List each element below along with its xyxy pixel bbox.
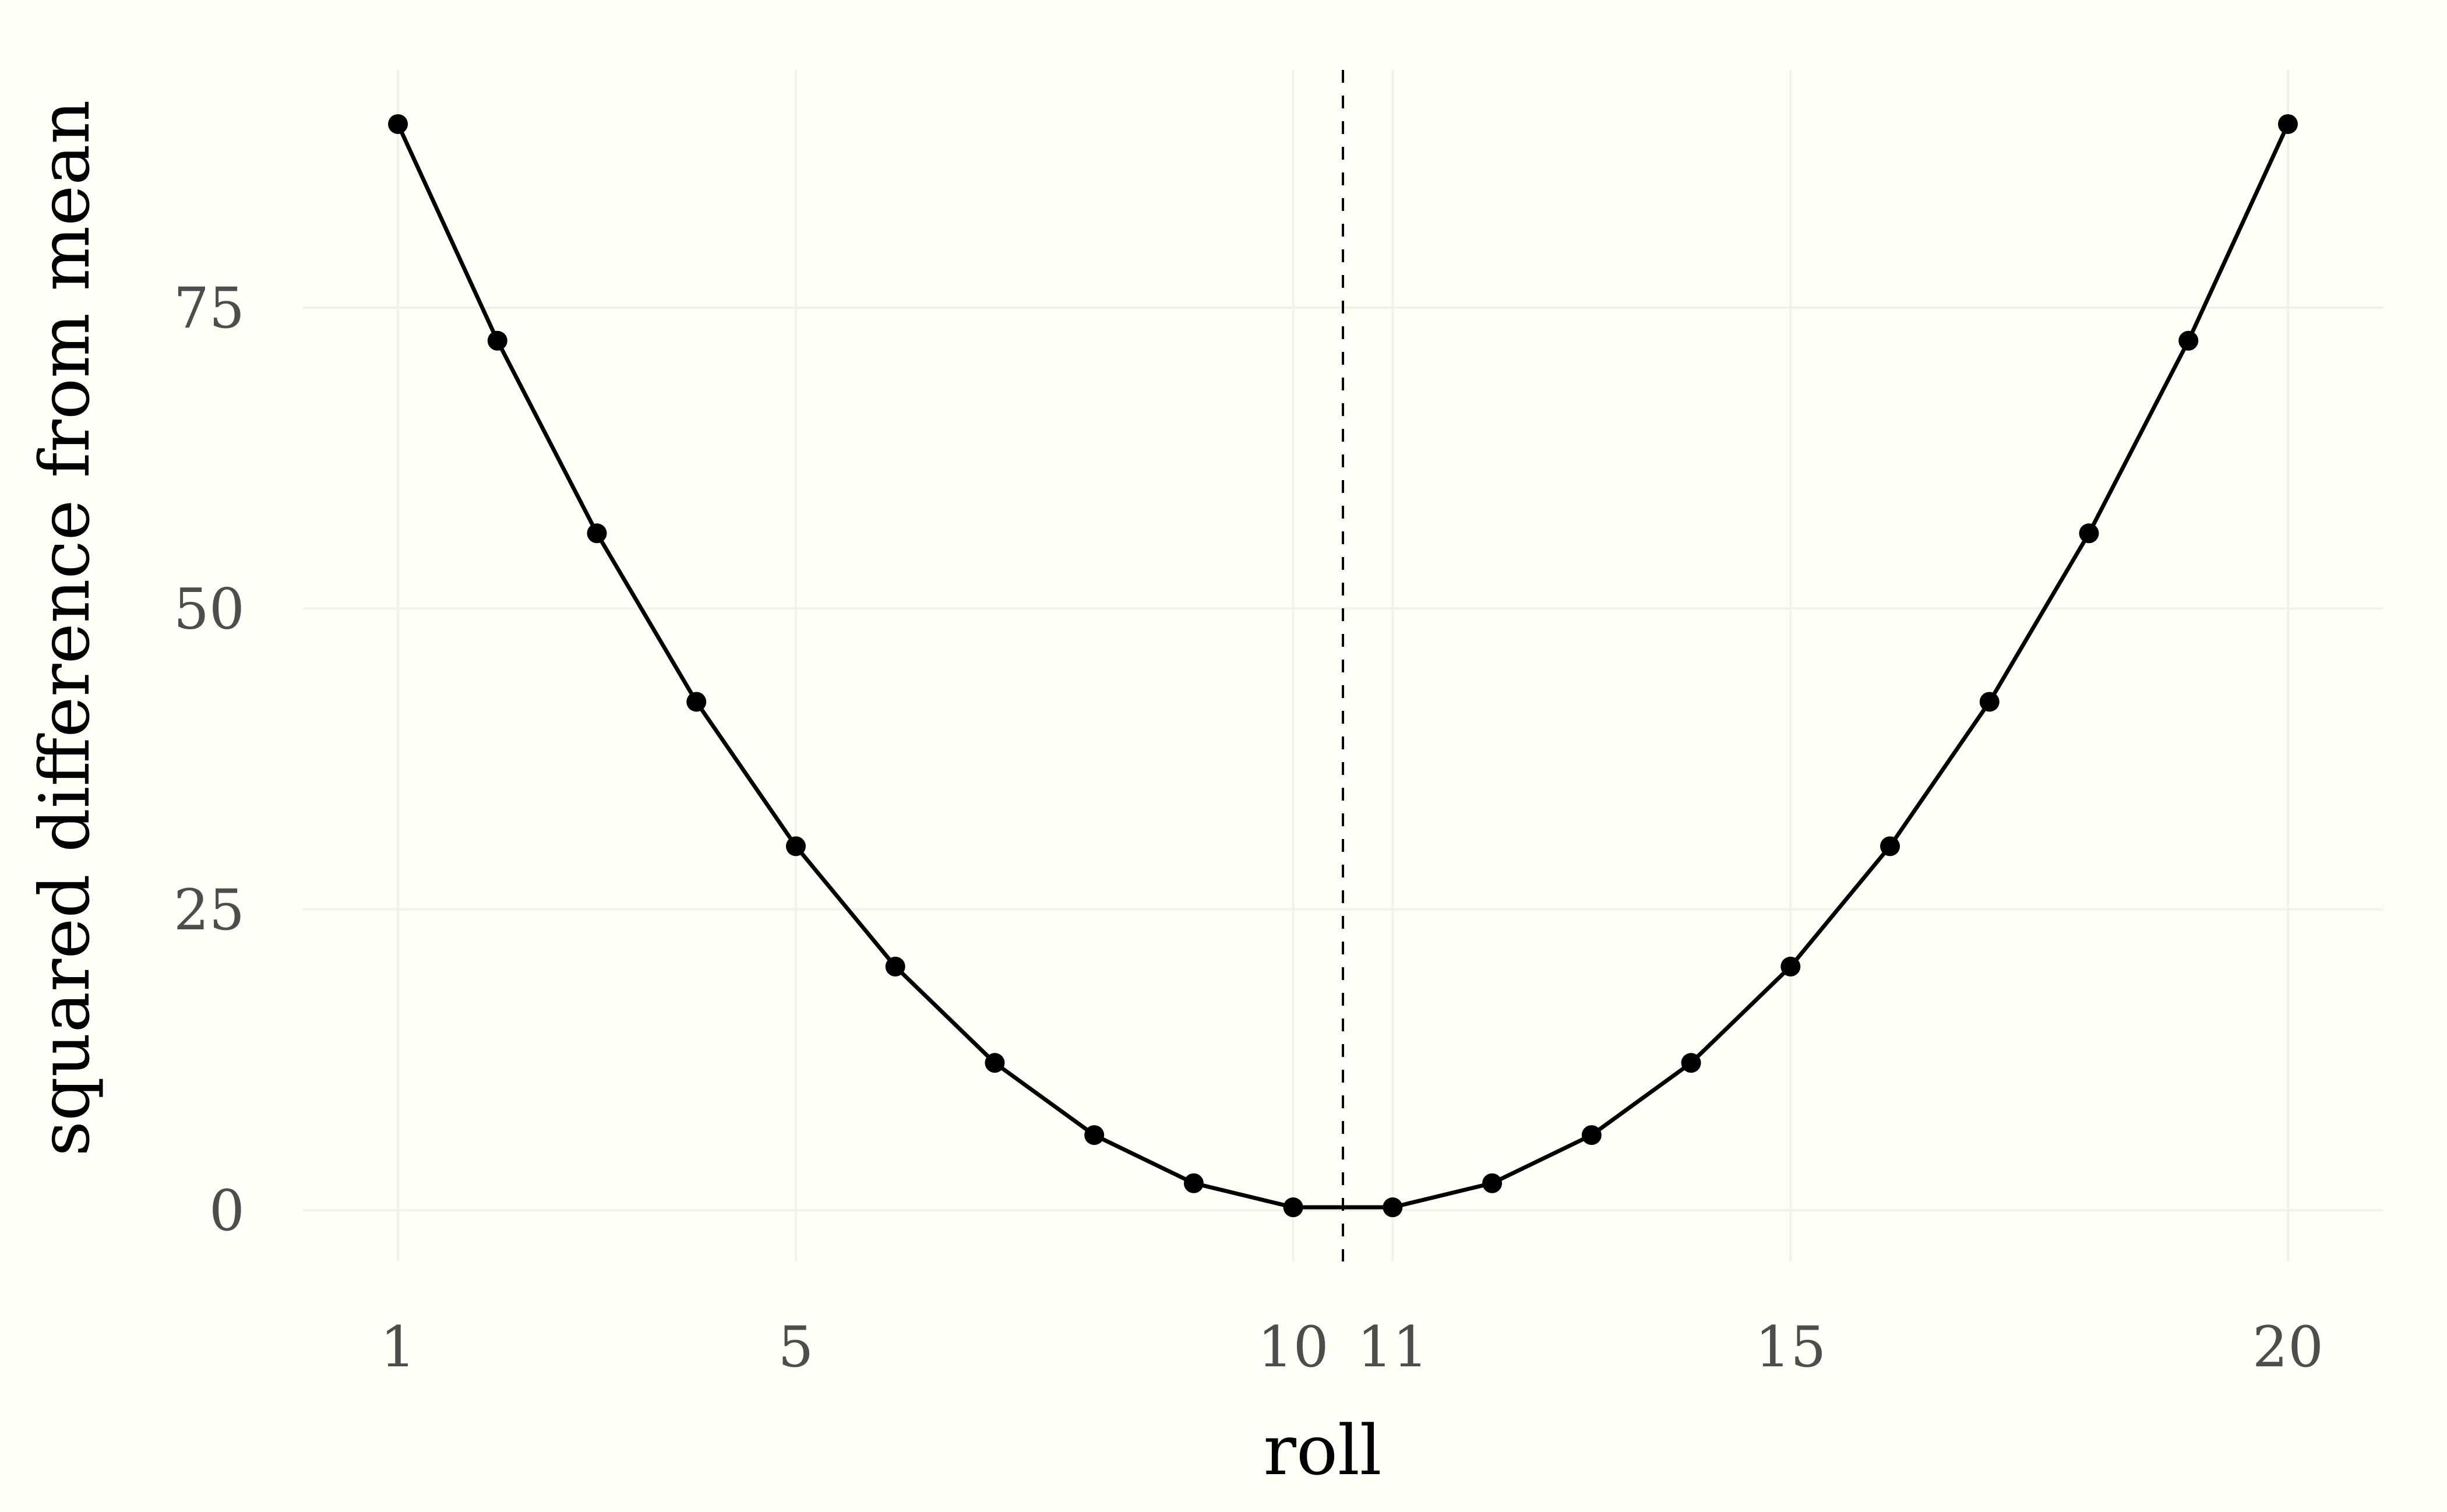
data-point xyxy=(1482,1173,1503,1193)
data-point xyxy=(1979,692,2000,712)
data-point xyxy=(1383,1197,1403,1218)
x-tick-label: 5 xyxy=(778,1314,813,1380)
data-point xyxy=(785,836,806,857)
y-tick-label: 25 xyxy=(174,877,245,943)
data-point xyxy=(587,523,607,544)
data-point xyxy=(1581,1125,1602,1146)
data-point xyxy=(2178,330,2199,351)
data-point xyxy=(2277,114,2298,134)
data-point xyxy=(388,114,408,134)
x-tick-label: 1 xyxy=(380,1314,416,1380)
data-point xyxy=(1183,1173,1204,1193)
data-point xyxy=(1283,1197,1303,1218)
x-tick-label: 11 xyxy=(1357,1314,1428,1380)
data-point xyxy=(985,1053,1005,1073)
series-line xyxy=(396,123,2290,1210)
y-tick-label: 50 xyxy=(174,576,245,642)
y-tick-label: 0 xyxy=(209,1178,245,1243)
y-tick-label: 75 xyxy=(174,276,245,341)
data-point xyxy=(2079,523,2099,544)
data-point xyxy=(1880,836,1901,857)
x-tick-label: 15 xyxy=(1755,1314,1826,1380)
data-point xyxy=(1084,1125,1105,1146)
data-point xyxy=(686,692,707,712)
series-layer xyxy=(388,114,2298,1218)
y-axis-title: squared difference from mean xyxy=(24,100,105,1157)
data-point xyxy=(487,330,507,351)
data-point xyxy=(1681,1053,1701,1073)
x-axis-title: roll xyxy=(1264,1410,1382,1490)
data-point xyxy=(885,956,905,977)
x-tick-label: 10 xyxy=(1258,1314,1329,1380)
data-point xyxy=(1780,956,1801,977)
x-tick-label: 20 xyxy=(2252,1314,2323,1380)
